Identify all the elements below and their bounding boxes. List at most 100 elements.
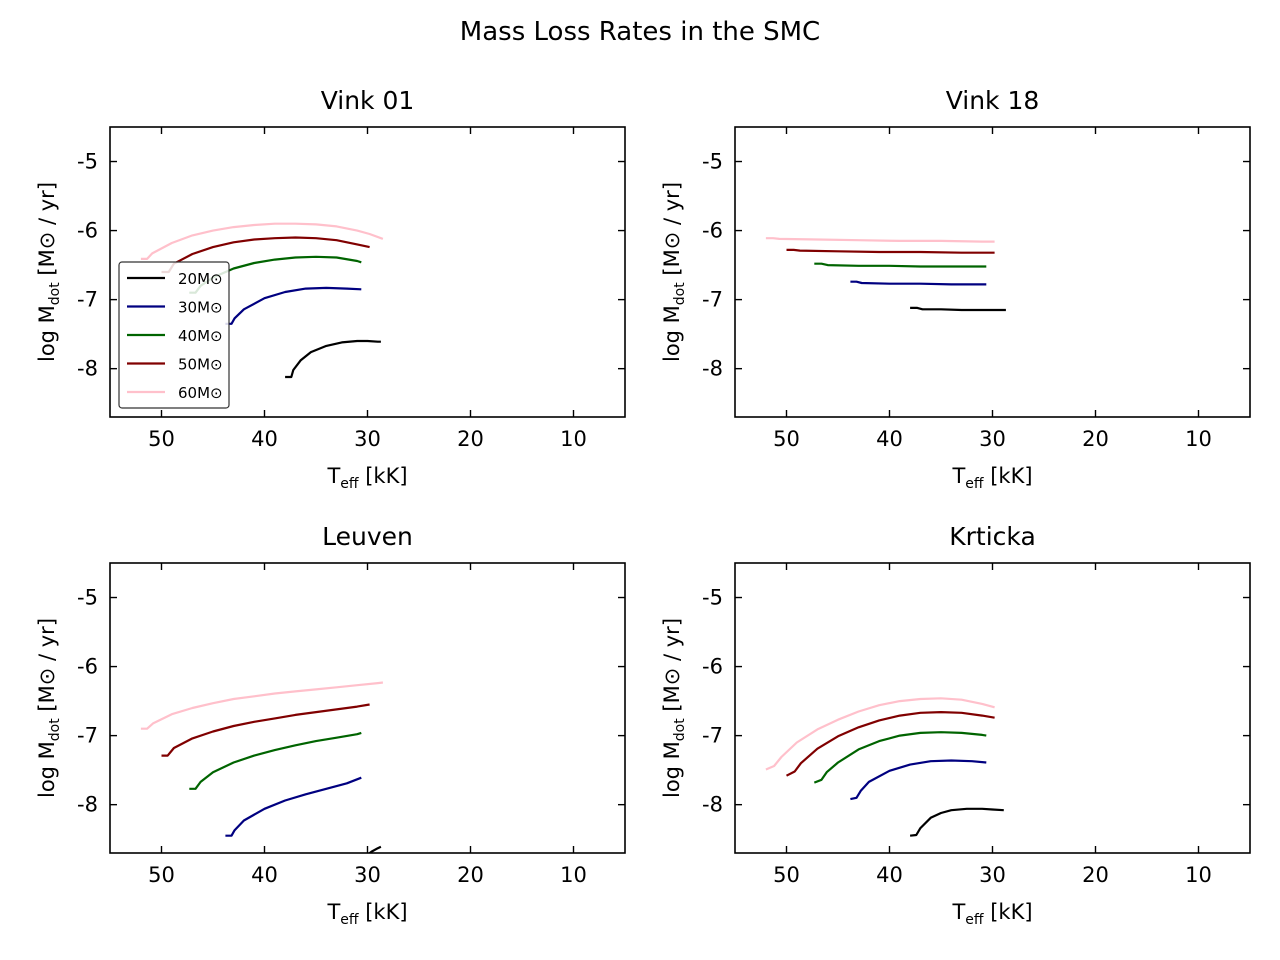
y-tick-label: -5: [702, 586, 723, 610]
y-axis-label: log Mdot [M⊙ / yr]: [35, 182, 63, 362]
x-axis-label-unit: [kK]: [984, 900, 1033, 924]
y-axis-label-main: log M: [35, 741, 59, 798]
x-tick-label: 10: [1185, 427, 1212, 451]
y-tick-label: -7: [702, 288, 723, 312]
legend-label: 40M⊙: [178, 327, 223, 345]
x-axis-label-sub: eff: [965, 476, 984, 492]
series-line-2: [225, 286, 362, 325]
y-tick-label: -8: [77, 357, 98, 381]
series-line-5: [140, 681, 384, 730]
axes-frame: [109, 562, 626, 854]
x-axis-label-main: T: [326, 900, 340, 924]
series-group: [765, 237, 1006, 312]
series-line-1: [368, 845, 382, 853]
y-tick-label: -8: [77, 793, 98, 817]
legend: 20M⊙ 30M⊙ 40M⊙ 50M⊙ 60M⊙: [118, 261, 230, 409]
series-line-5: [765, 237, 995, 243]
y-tick-label: -6: [77, 655, 98, 679]
x-tick-label: 50: [773, 863, 800, 887]
series-line-1: [285, 339, 381, 379]
y-axis-label-main: log M: [660, 305, 684, 362]
y-tick-label: -7: [702, 724, 723, 748]
x-axis-label-unit: [kK]: [359, 900, 408, 924]
y-axis-label-sub: dot: [672, 718, 688, 741]
x-axis-label-sub: eff: [340, 476, 359, 492]
y-axis-label-unit: [M⊙ / yr]: [660, 618, 684, 718]
x-axis-label-sub: eff: [340, 912, 359, 928]
x-tick-label: 30: [979, 863, 1006, 887]
legend-label: 30M⊙: [178, 299, 223, 317]
figure-title: Mass Loss Rates in the SMC: [460, 17, 820, 47]
x-tick-label: 50: [148, 427, 175, 451]
x-tick-label: 40: [251, 427, 278, 451]
y-axis-label: log Mdot [M⊙ / yr]: [660, 618, 688, 798]
y-tick-label: -5: [77, 586, 98, 610]
panel-title: Vink 18: [946, 86, 1040, 115]
y-tick-label: -6: [702, 219, 723, 243]
panel-title: Vink 01: [321, 86, 415, 115]
series-line-2: [850, 280, 987, 286]
axes-frame: [734, 126, 1251, 418]
series-line-3: [813, 731, 987, 784]
series-group: [140, 681, 384, 853]
x-tick-label: 50: [773, 427, 800, 451]
x-axis-label-unit: [kK]: [359, 464, 408, 488]
y-axis-label: log Mdot [M⊙ / yr]: [660, 182, 688, 362]
y-axis-label-unit: [M⊙ / yr]: [35, 618, 59, 718]
x-tick-label: 20: [457, 863, 484, 887]
y-axis-label-unit: [M⊙ / yr]: [35, 182, 59, 282]
x-tick-label: 10: [1185, 863, 1212, 887]
series-line-3: [189, 731, 362, 790]
x-tick-label: 10: [560, 863, 587, 887]
x-tick-label: 40: [876, 427, 903, 451]
series-line-4: [786, 248, 995, 254]
y-axis-label-sub: dot: [47, 718, 63, 741]
x-tick-label: 20: [1082, 427, 1109, 451]
y-tick-label: -7: [77, 288, 98, 312]
x-tick-label: 30: [979, 427, 1006, 451]
legend-label: 50M⊙: [178, 356, 223, 374]
panel-title: Leuven: [322, 522, 413, 551]
y-axis-label-main: log M: [660, 741, 684, 798]
series-line-4: [785, 710, 995, 777]
series-line-1: [910, 306, 1006, 312]
y-axis-label-unit: [M⊙ / yr]: [660, 182, 684, 282]
panel-vink-01: Vink 01 50 40 30 20 10 -5 -6 -7 -8 Teff [kK] log Md…: [35, 86, 626, 492]
x-tick-label: 30: [354, 863, 381, 887]
y-axis-label-sub: dot: [47, 282, 63, 305]
x-axis-label: Teff [kK]: [326, 464, 407, 492]
x-axis-label-main: T: [951, 464, 965, 488]
y-axis-label-main: log M: [35, 305, 59, 362]
x-tick-label: 10: [560, 427, 587, 451]
x-tick-label: 40: [876, 863, 903, 887]
series-line-4: [161, 703, 370, 757]
series-line-5: [765, 697, 995, 771]
y-tick-label: -5: [77, 150, 98, 174]
panel-title: Krticka: [949, 522, 1036, 551]
y-tick-label: -6: [77, 219, 98, 243]
y-axis-label-sub: dot: [672, 282, 688, 305]
x-tick-label: 40: [251, 863, 278, 887]
y-tick-label: -5: [702, 150, 723, 174]
series-line-2: [225, 776, 362, 837]
series-line-1: [909, 807, 1004, 837]
legend-box: [118, 261, 230, 409]
panel-krticka: Krticka 50 40 30 20 10 -5 -6 -7 -8 Teff [kK] log Md…: [660, 522, 1251, 928]
x-axis-label-main: T: [326, 464, 340, 488]
panel-leuven: Leuven 50 40 30 20 10 -5 -6 -7 -8 Teff [kK] log Mdo…: [35, 522, 626, 928]
y-tick-label: -7: [77, 724, 98, 748]
series-line-3: [814, 262, 987, 268]
x-tick-label: 50: [148, 863, 175, 887]
x-axis-label-unit: [kK]: [984, 464, 1033, 488]
legend-label: 20M⊙: [178, 270, 223, 288]
x-tick-label: 20: [457, 427, 484, 451]
legend-label: 60M⊙: [178, 384, 223, 402]
x-tick-label: 30: [354, 427, 381, 451]
panel-vink-18: Vink 18 50 40 30 20 10 -5 -6 -7 -8 Teff [kK] log Md…: [660, 86, 1251, 492]
series-group: [765, 697, 1004, 837]
y-tick-label: -8: [702, 357, 723, 381]
y-axis-label: log Mdot [M⊙ / yr]: [35, 618, 63, 798]
x-axis-label: Teff [kK]: [951, 900, 1032, 928]
x-tick-label: 20: [1082, 863, 1109, 887]
series-line-5: [140, 222, 384, 260]
